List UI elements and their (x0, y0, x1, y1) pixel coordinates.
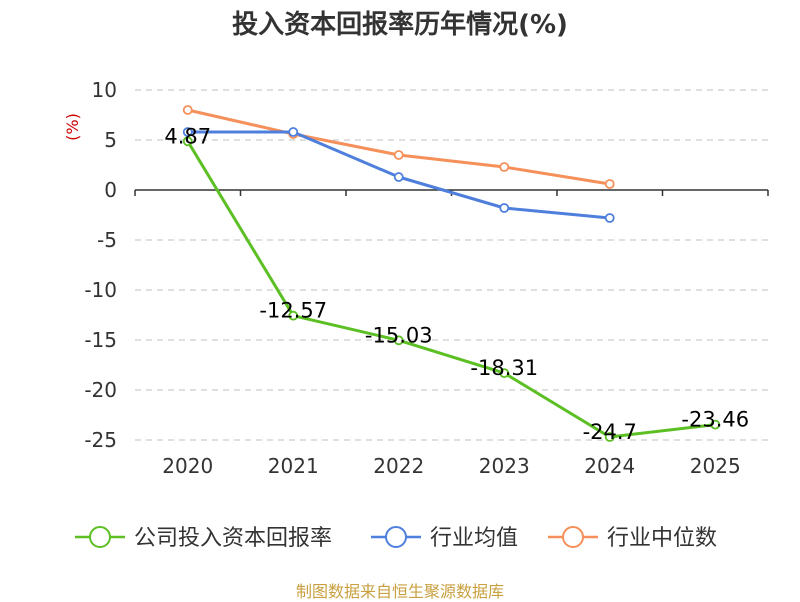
data-point[interactable] (288, 310, 299, 321)
chart-title: 投入资本回报率历年情况(%) (232, 10, 568, 40)
data-point[interactable] (393, 172, 404, 182)
x-tick-label: 2024 (584, 454, 635, 478)
data-point[interactable] (499, 162, 510, 172)
data-point[interactable] (710, 419, 721, 430)
series-lines (182, 105, 721, 442)
legend-label: 行业均值 (430, 526, 518, 551)
x-tick-label: 2023 (479, 454, 530, 478)
data-point[interactable] (499, 368, 510, 379)
data-point[interactable] (182, 105, 193, 115)
grid-lines (135, 89, 768, 441)
x-tick-label: 2020 (162, 454, 213, 478)
legend-marker (385, 526, 407, 548)
data-label: -18.31 (470, 356, 538, 380)
y-tick-label: -25 (84, 428, 117, 452)
x-tick-label: 2022 (373, 454, 424, 478)
data-label: -24.7 (583, 420, 637, 444)
data-point[interactable] (604, 213, 615, 223)
y-tick-label: 10 (92, 78, 117, 102)
data-point[interactable] (393, 335, 404, 346)
data-point[interactable] (393, 150, 404, 160)
x-tick-label: 2021 (268, 454, 319, 478)
data-label: -12.57 (259, 299, 327, 323)
legend-label: 行业中位数 (607, 526, 717, 551)
axes: 10 5 0 -5 -10 -15 -20 -25 2020 2021 2022 2023 2024 20… (84, 78, 769, 478)
y-tick-label: 5 (104, 128, 117, 152)
legend-item[interactable]: 公司投入资本回报率 (75, 526, 332, 551)
source-note: 制图数据来自恒生聚源数据库 (295, 582, 504, 601)
legend[interactable]: 公司投入资本回报率 行业均值 行业中位数 (75, 526, 717, 551)
legend-marker (562, 526, 584, 548)
x-tick-label: 2025 (690, 454, 741, 478)
data-point[interactable] (288, 127, 299, 137)
legend-label: 公司投入资本回报率 (134, 526, 332, 551)
data-label: -15.03 (365, 323, 433, 347)
y-tick-label: -10 (84, 278, 117, 302)
data-point[interactable] (604, 179, 615, 189)
y-tick-label: 0 (104, 178, 117, 202)
y-axis-label: (%) (63, 113, 82, 141)
y-tick-label: -20 (84, 378, 117, 402)
data-label: 4.87 (164, 124, 211, 148)
legend-item[interactable]: 行业中位数 (548, 526, 717, 551)
data-point[interactable] (182, 127, 193, 137)
series-line (186, 140, 716, 439)
data-label: -23.46 (681, 408, 749, 432)
legend-marker (89, 526, 111, 548)
data-labels: 4.87 -12.57 -15.03 -18.31 -24.7 -23.46 (164, 124, 749, 444)
data-point[interactable] (499, 203, 510, 213)
y-tick-label: -5 (97, 228, 117, 252)
data-point[interactable] (182, 136, 193, 147)
y-tick-label: -15 (84, 328, 117, 352)
legend-item[interactable]: 行业均值 (371, 526, 518, 551)
data-point[interactable] (604, 432, 615, 442)
